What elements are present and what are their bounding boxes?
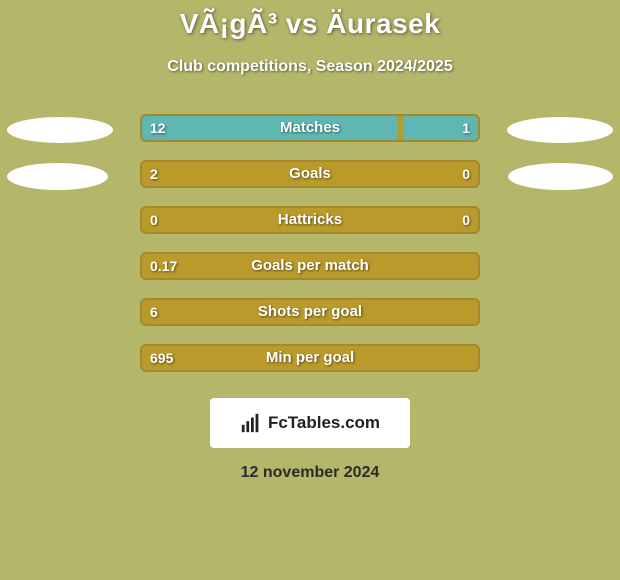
value-left: 12 bbox=[150, 114, 166, 142]
value-right: 0 bbox=[462, 206, 470, 234]
bar-label: Shots per goal bbox=[140, 298, 480, 326]
value-left: 2 bbox=[150, 160, 158, 188]
value-left: 0 bbox=[150, 206, 158, 234]
stat-row: Matches12 1 bbox=[0, 114, 620, 160]
player-left-badge bbox=[7, 117, 113, 143]
bar-label: Goals bbox=[140, 160, 480, 188]
brand-badge[interactable]: FcTables.com bbox=[210, 398, 410, 448]
subtitle: Club competitions, Season 2024/2025 bbox=[0, 58, 620, 76]
bars-logo-icon bbox=[240, 412, 262, 434]
value-right: 1 bbox=[462, 114, 470, 142]
stat-row: Min per goal695 bbox=[0, 344, 620, 390]
stat-row: Hattricks0 0 bbox=[0, 206, 620, 252]
bar-label: Min per goal bbox=[140, 344, 480, 372]
value-left: 695 bbox=[150, 344, 173, 372]
bar-label: Hattricks bbox=[140, 206, 480, 234]
brand-text: FcTables.com bbox=[268, 413, 380, 433]
footer-date: 12 november 2024 bbox=[0, 464, 620, 482]
page-title: VÃ¡gÃ³ vs Äurasek bbox=[0, 8, 620, 40]
stat-row: Shots per goal6 bbox=[0, 298, 620, 344]
value-left: 6 bbox=[150, 298, 158, 326]
player-left-badge bbox=[7, 163, 108, 190]
player-right-badge bbox=[507, 117, 613, 143]
value-right: 0 bbox=[462, 160, 470, 188]
comparison-card: VÃ¡gÃ³ vs Äurasek Club competitions, Sea… bbox=[0, 0, 620, 580]
stat-row: Goals2 0 bbox=[0, 160, 620, 206]
stat-row: Goals per match0.17 bbox=[0, 252, 620, 298]
stats-rows: Matches121Goals20Hattricks00Goals per ma… bbox=[0, 114, 620, 390]
bar-label: Goals per match bbox=[140, 252, 480, 280]
value-left: 0.17 bbox=[150, 252, 177, 280]
player-right-badge bbox=[508, 163, 613, 190]
bar-label: Matches bbox=[140, 114, 480, 142]
